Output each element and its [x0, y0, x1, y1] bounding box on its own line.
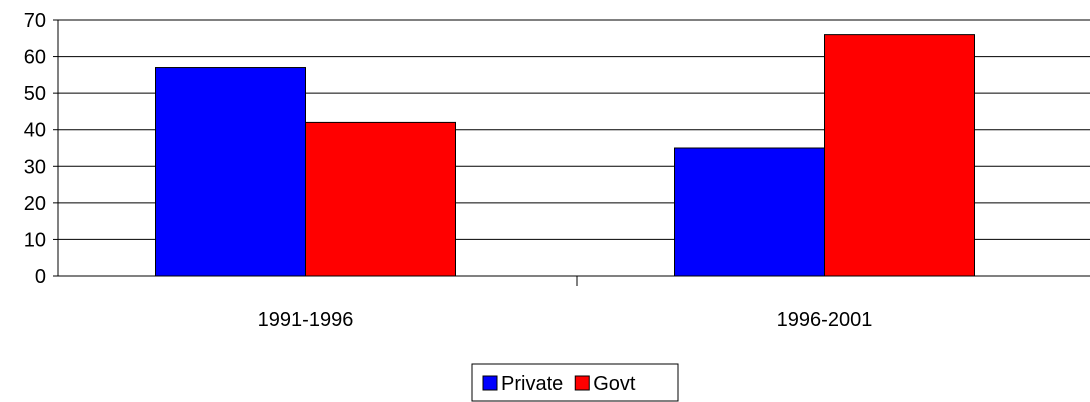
y-tick-label: 20: [24, 193, 46, 215]
y-tick-label: 10: [24, 229, 46, 251]
y-tick-label: 30: [24, 156, 46, 178]
bar-private-1996-2001: [674, 147, 825, 277]
y-tick-label: 50: [24, 83, 46, 105]
bar-govt-1991-1996: [305, 121, 456, 277]
x-tick-label: 1991-1996: [258, 309, 354, 331]
bar-govt-1996-2001: [824, 34, 975, 277]
legend: Private Govt: [471, 363, 679, 402]
bars: [155, 34, 975, 277]
y-tick-label: 60: [24, 47, 46, 69]
legend-label-govt: Govt: [593, 373, 636, 395]
y-tick-label: 70: [24, 10, 46, 32]
legend-swatch-private: [482, 375, 498, 391]
y-tick-label: 40: [24, 120, 46, 142]
x-tick-labels: 1991-1996 1996-2001: [258, 309, 873, 331]
legend-label-private: Private: [501, 373, 563, 395]
y-tick-labels: 0 10 20 30 40 50 60 70: [24, 10, 46, 288]
legend-swatch-govt: [574, 375, 590, 391]
axes: [53, 19, 1090, 286]
bar-private-1991-1996: [155, 67, 306, 277]
x-tick-label: 1996-2001: [777, 309, 873, 331]
y-tick-label: 0: [35, 266, 46, 288]
